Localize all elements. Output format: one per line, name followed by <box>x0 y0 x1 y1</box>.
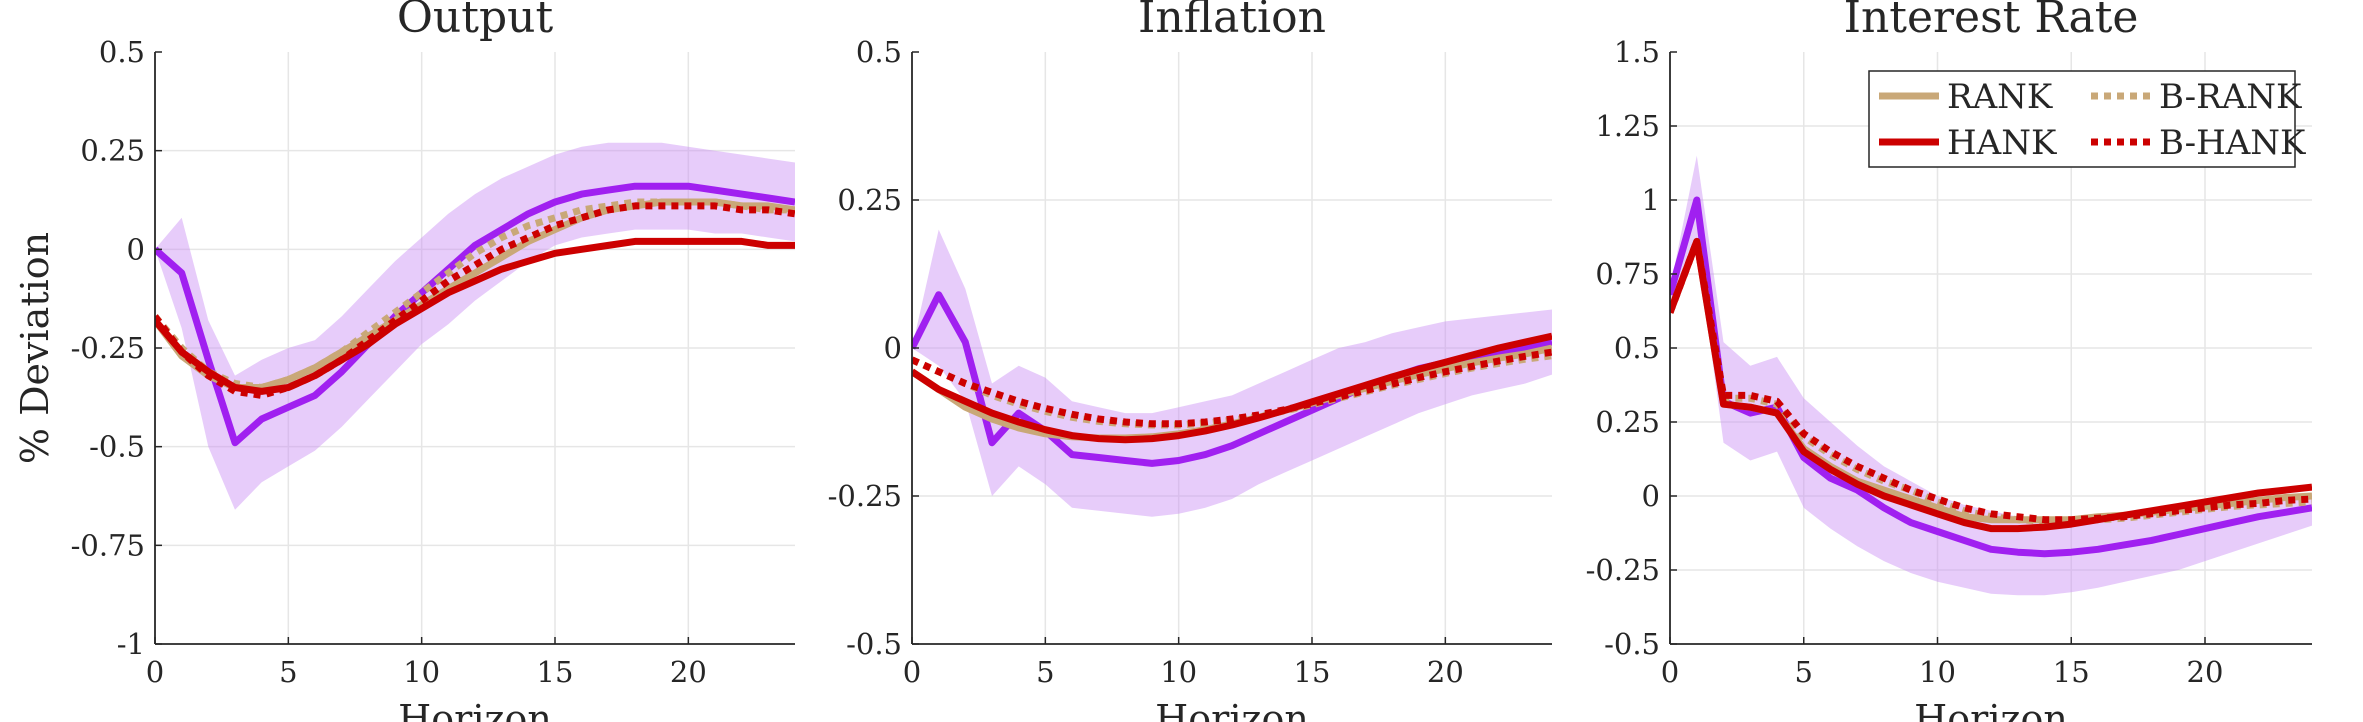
y-tick-label: -0.5 <box>1604 627 1660 661</box>
legend-box <box>1868 70 2296 168</box>
x-tick-label: 5 <box>1036 655 1054 689</box>
y-tick-label: 0.25 <box>80 134 145 168</box>
x-tick-label: 10 <box>1919 655 1956 689</box>
y-tick-label: -1 <box>117 627 145 661</box>
x-tick-label: 5 <box>1795 655 1813 689</box>
x-tick-label: 15 <box>1294 655 1331 689</box>
y-tick-label: 0 <box>1642 479 1660 513</box>
y-tick-label: 0.5 <box>99 35 145 69</box>
y-tick-label: 1 <box>1642 183 1660 217</box>
plot-area <box>155 142 795 510</box>
x-axis-title: Horizon <box>1155 697 1309 722</box>
x-tick-label: 0 <box>903 655 921 689</box>
series-line-hank <box>1670 237 2312 533</box>
y-tick-label: -0.5 <box>846 627 902 661</box>
series-line-b-hank <box>912 348 1552 428</box>
x-tick-label: 0 <box>146 655 164 689</box>
y-tick-label: -0.25 <box>828 479 902 513</box>
x-tick-label: 5 <box>279 655 297 689</box>
series-line-b-hank <box>1670 237 2312 524</box>
series-line-empirical <box>155 182 795 447</box>
panel-title: Inflation <box>1138 0 1326 43</box>
y-tick-label: 0 <box>884 331 902 365</box>
x-tick-label: 20 <box>2187 655 2224 689</box>
y-tick-label: -0.75 <box>71 528 145 562</box>
x-tick-label: 0 <box>1661 655 1679 689</box>
legend: RANK B-RANK HANK B-HANK <box>1868 70 2306 168</box>
y-tick-label: -0.25 <box>71 331 145 365</box>
series-line-b-hank <box>155 202 795 399</box>
y-tick-label: 0 <box>127 232 145 266</box>
y-tick-label: 0.5 <box>856 35 902 69</box>
series-line-hank <box>155 237 795 395</box>
y-tick-label: 0.25 <box>837 183 902 217</box>
y-tick-label: -0.5 <box>89 430 145 464</box>
panel-title: Interest Rate <box>1844 0 2139 43</box>
x-tick-label: 20 <box>670 655 707 689</box>
y-tick-label: -0.25 <box>1586 553 1660 587</box>
confidence-band <box>912 229 1552 517</box>
x-axis-title: Horizon <box>1914 697 2068 722</box>
x-tick-label: 10 <box>403 655 440 689</box>
plot-area <box>912 229 1552 517</box>
plot-area <box>1670 155 2312 596</box>
series-line-b-rank <box>155 198 795 391</box>
confidence-band <box>1670 155 2312 596</box>
legend-label-b-hank: B-HANK <box>2159 123 2306 163</box>
legend-label-rank: RANK <box>1947 77 2053 117</box>
x-tick-label: 15 <box>537 655 574 689</box>
x-axis-title: Horizon <box>398 697 552 722</box>
panel-title: Output <box>397 0 554 43</box>
confidence-band <box>155 142 795 510</box>
y-tick-label: 0.75 <box>1595 257 1660 291</box>
y-tick-label: 0.25 <box>1595 405 1660 439</box>
y-tick-label: 0.5 <box>1614 331 1660 365</box>
x-tick-label: 15 <box>2053 655 2090 689</box>
series-line-hank <box>912 332 1552 444</box>
y-axis-title: % Deviation <box>13 232 57 464</box>
panel-1: 0 5 10 15 20 -1 -0.75 -0.5 -0.25 0 0.25 0.5 Output Ho… <box>13 0 795 722</box>
y-tick-label: 1.25 <box>1595 109 1660 143</box>
x-tick-label: 20 <box>1427 655 1464 689</box>
x-tick-label: 10 <box>1160 655 1197 689</box>
y-tick-label: 1.5 <box>1614 35 1660 69</box>
panel-2: 0 5 10 15 20 -0.5 -0.25 0 0.25 0.5 Inflation Horizo… <box>828 0 1552 722</box>
legend-label-hank: HANK <box>1947 123 2057 163</box>
legend-label-b-rank: B-RANK <box>2159 77 2302 117</box>
